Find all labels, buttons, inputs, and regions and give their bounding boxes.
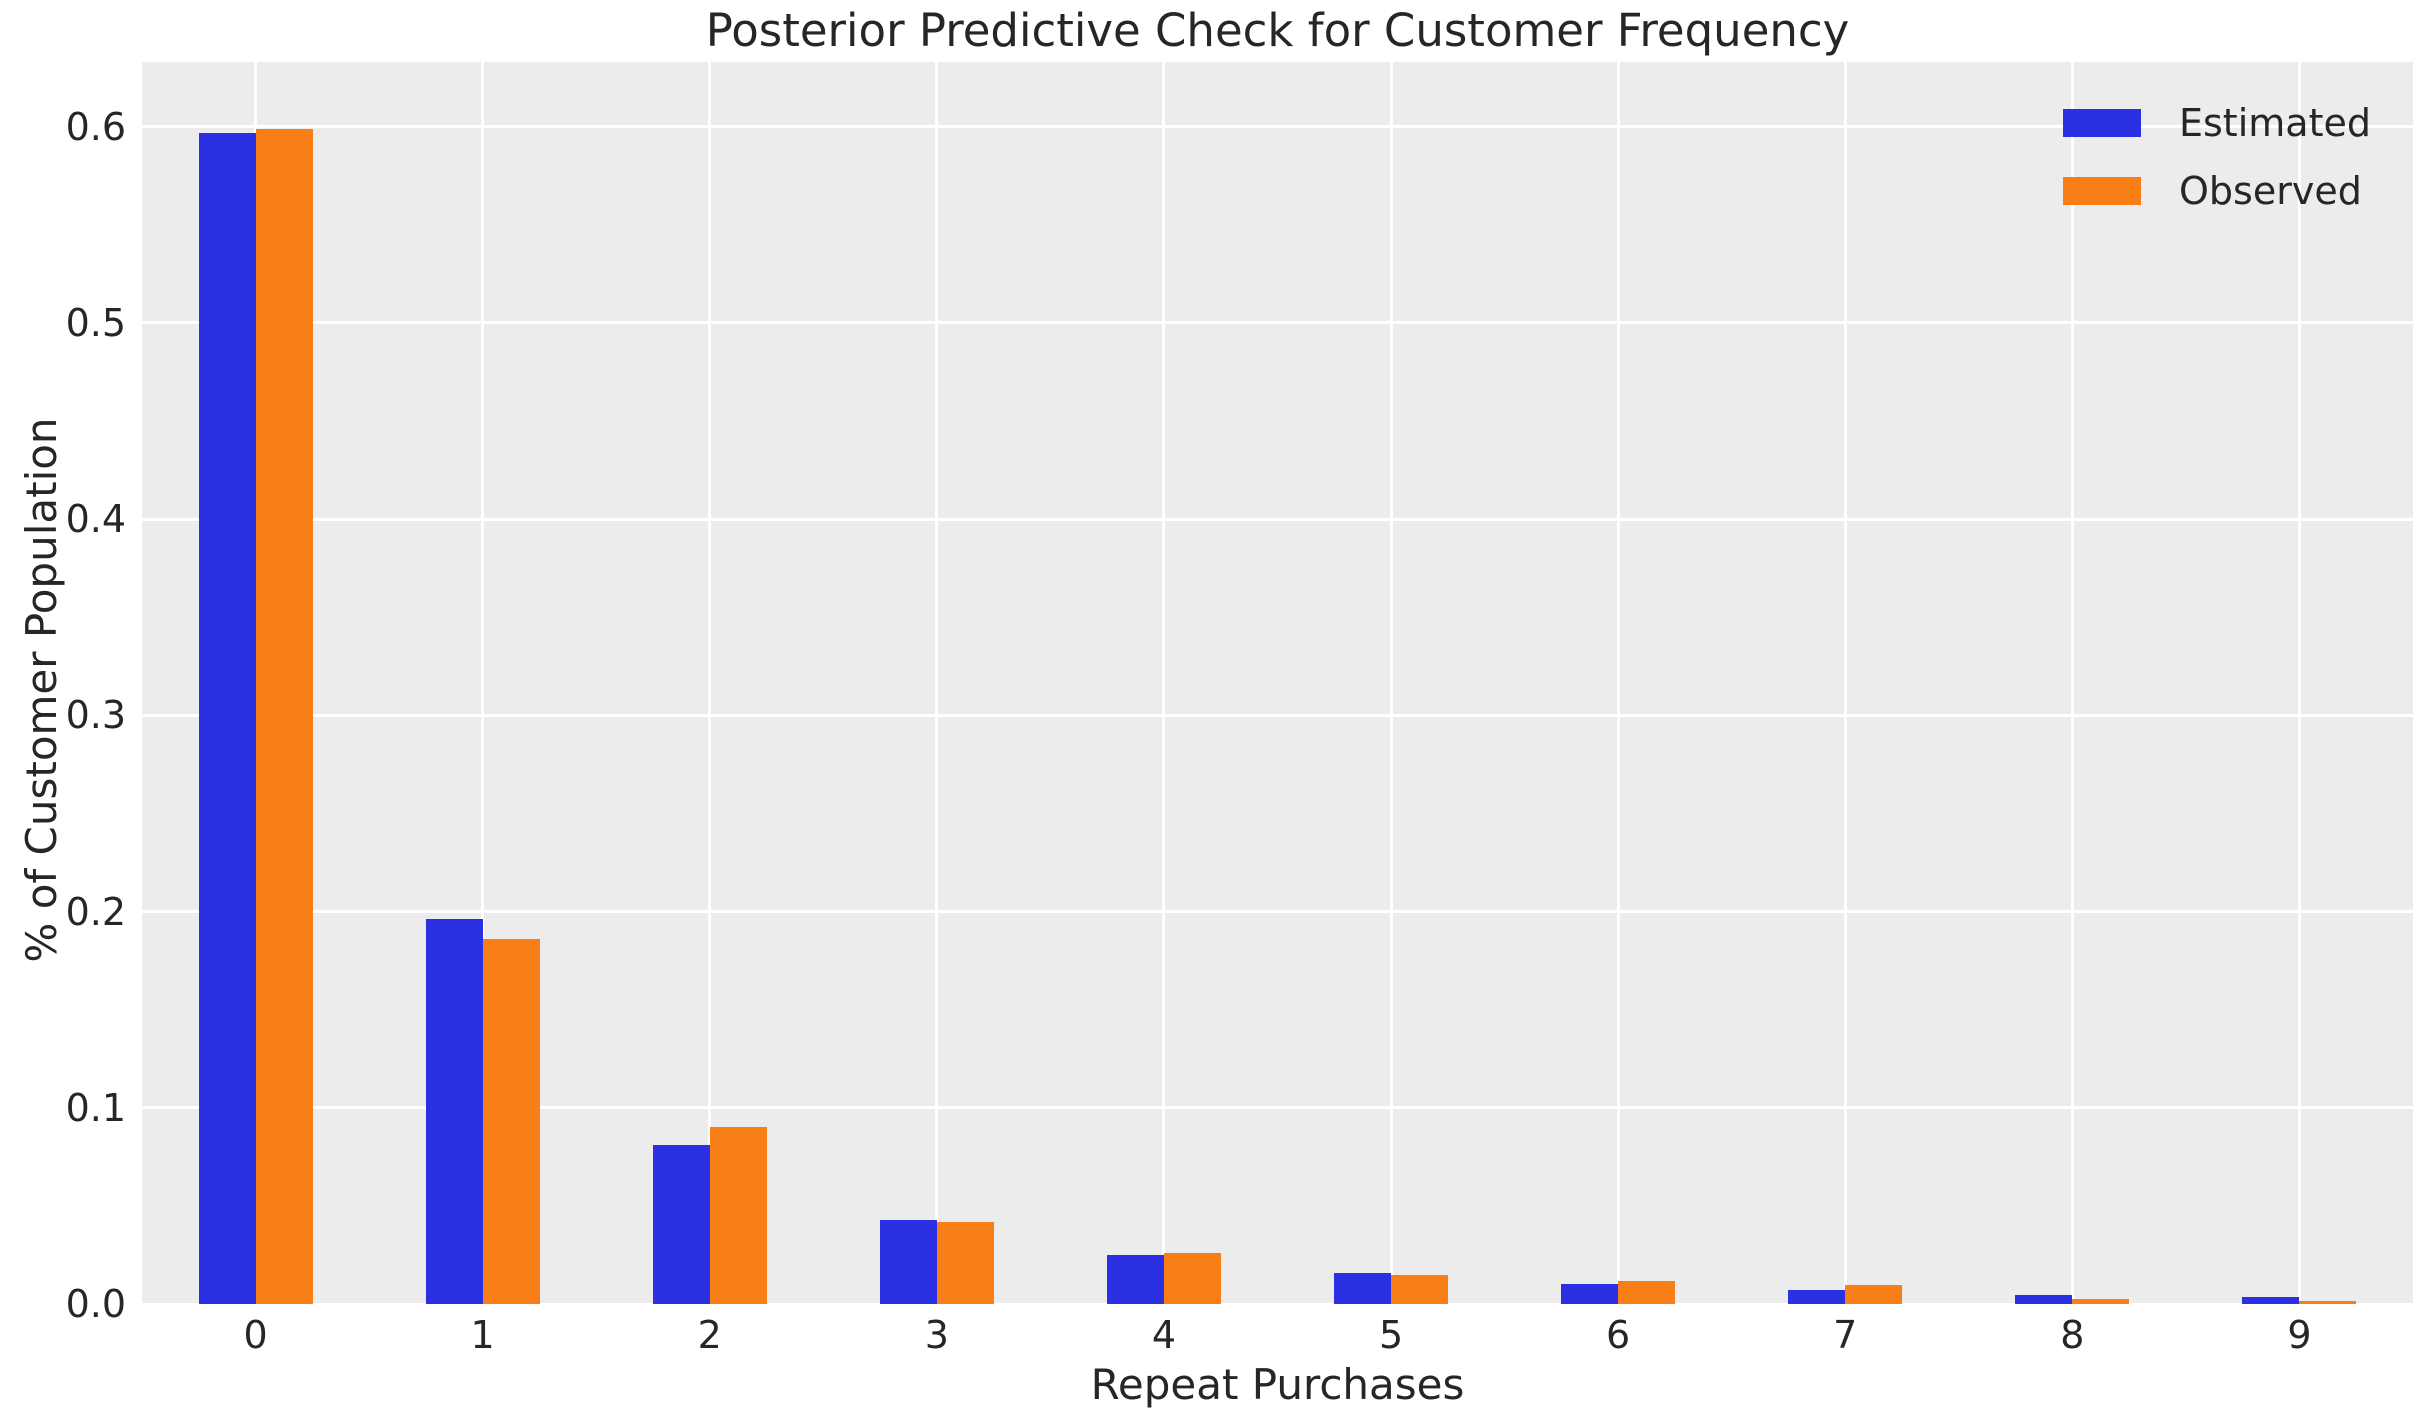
gridline-h-0.5 <box>142 321 2413 325</box>
ytick-0.2: 0.2 <box>65 889 126 934</box>
bar-observed-4 <box>1163 1253 1221 1304</box>
ytick-0.4: 0.4 <box>65 497 126 542</box>
bar-estimated-1 <box>425 919 483 1304</box>
bar-observed-0 <box>255 129 313 1304</box>
gridline-v-3 <box>935 62 939 1304</box>
gridline-h-0.3 <box>142 713 2413 717</box>
legend-label-observed: Observed <box>2179 169 2362 213</box>
xtick-2: 2 <box>697 1313 722 1357</box>
gridline-v-5 <box>1389 62 1393 1304</box>
legend-item-observed: Observed <box>2063 172 2371 210</box>
legend-label-estimated: Estimated <box>2179 101 2371 145</box>
gridline-v-8 <box>2070 62 2074 1304</box>
xtick-8: 8 <box>2060 1313 2085 1357</box>
bar-observed-2 <box>709 1127 767 1304</box>
ytick-0.1: 0.1 <box>65 1085 126 1130</box>
xtick-7: 7 <box>1833 1313 1858 1357</box>
gridline-v-7 <box>1843 62 1847 1304</box>
gridline-v-6 <box>1616 62 1620 1304</box>
gridline-h-0.4 <box>142 517 2413 521</box>
bar-observed-1 <box>482 939 540 1304</box>
ytick-0.3: 0.3 <box>65 693 126 738</box>
gridline-h-0.1 <box>142 1106 2413 1110</box>
bar-observed-8 <box>2072 1299 2130 1304</box>
x-axis-label: Repeat Purchases <box>1090 1360 1465 1409</box>
xtick-9: 9 <box>2287 1313 2312 1357</box>
xtick-0: 0 <box>243 1313 268 1357</box>
bar-observed-5 <box>1391 1275 1449 1304</box>
bar-estimated-0 <box>198 133 256 1304</box>
gridline-h-0 <box>142 1302 2413 1304</box>
bar-estimated-9 <box>2242 1297 2300 1304</box>
gridline-v-2 <box>708 62 712 1304</box>
xtick-1: 1 <box>470 1313 495 1357</box>
legend-swatch-observed <box>2063 177 2141 205</box>
legend: Estimated Observed <box>2063 104 2371 240</box>
bar-estimated-7 <box>1788 1290 1846 1304</box>
bar-observed-6 <box>1618 1281 1676 1304</box>
gridline-h-0.2 <box>142 910 2413 914</box>
gridline-v-1 <box>481 62 485 1304</box>
xtick-6: 6 <box>1606 1313 1631 1357</box>
chart-title: Posterior Predictive Check for Customer … <box>705 4 1850 57</box>
gridline-v-4 <box>1162 62 1166 1304</box>
plot-area <box>142 62 2413 1304</box>
bar-estimated-3 <box>879 1220 937 1304</box>
bar-observed-7 <box>1845 1285 1903 1304</box>
bar-estimated-6 <box>1561 1284 1619 1304</box>
bar-observed-3 <box>936 1222 994 1304</box>
gridline-v-9 <box>2297 62 2301 1304</box>
legend-item-estimated: Estimated <box>2063 104 2371 142</box>
ytick-0.0: 0.0 <box>65 1282 126 1326</box>
xtick-4: 4 <box>1151 1313 1177 1357</box>
bar-estimated-2 <box>652 1145 710 1304</box>
gridline-h-0.6 <box>142 125 2413 129</box>
ytick-0.6: 0.6 <box>65 104 126 149</box>
bar-estimated-5 <box>1334 1273 1392 1304</box>
xtick-3: 3 <box>924 1313 949 1357</box>
bar-estimated-4 <box>1106 1255 1164 1304</box>
ytick-0.5: 0.5 <box>65 300 126 345</box>
bar-estimated-8 <box>2015 1295 2073 1304</box>
bar-observed-9 <box>2299 1301 2357 1304</box>
y-axis-label: % of Customer Population <box>17 417 66 963</box>
xtick-5: 5 <box>1378 1313 1404 1357</box>
legend-swatch-estimated <box>2063 109 2141 137</box>
